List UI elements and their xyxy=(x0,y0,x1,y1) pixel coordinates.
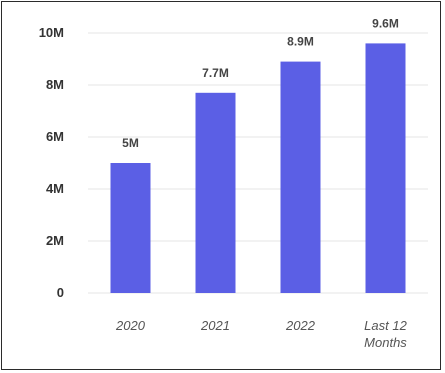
y-tick-label: 8M xyxy=(46,77,64,92)
x-tick-label: Last 12 xyxy=(364,318,407,333)
data-label: 5M xyxy=(122,136,139,150)
data-labels: 5M 7.7M 8.9M 9.6M xyxy=(122,16,399,150)
y-axis-ticks: 0 2M 4M 6M 8M 10M xyxy=(39,25,64,300)
bar[interactable] xyxy=(365,43,406,294)
data-label: 9.6M xyxy=(372,16,399,30)
x-tick-label: 2020 xyxy=(115,318,146,333)
y-tick-label: 4M xyxy=(46,181,64,196)
data-label: 7.7M xyxy=(202,66,229,80)
bars xyxy=(110,43,406,294)
bar[interactable] xyxy=(195,92,236,293)
x-tick-label: Months xyxy=(364,335,407,350)
y-tick-label: 2M xyxy=(46,233,64,248)
y-tick-label: 6M xyxy=(46,129,64,144)
bar[interactable] xyxy=(280,61,321,293)
x-axis-ticks: 2020 2021 2022 Last 12 Months xyxy=(115,318,408,350)
y-tick-label: 0 xyxy=(57,285,64,300)
x-tick-label: 2022 xyxy=(285,318,316,333)
bar[interactable] xyxy=(110,163,151,293)
y-tick-label: 10M xyxy=(39,25,64,40)
data-label: 8.9M xyxy=(287,35,314,49)
x-tick-label: 2021 xyxy=(200,318,230,333)
